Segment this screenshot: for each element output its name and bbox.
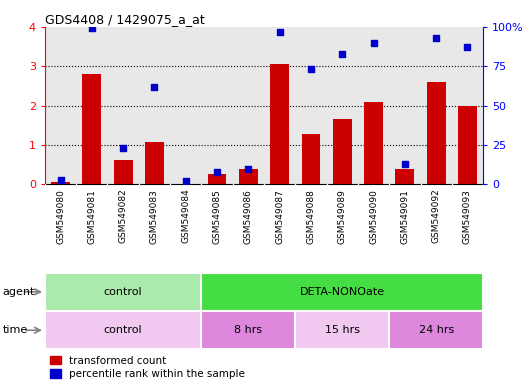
Text: GSM549085: GSM549085 — [213, 189, 222, 243]
Text: GSM549090: GSM549090 — [369, 189, 378, 243]
Bar — [458, 106, 477, 184]
Text: GSM549087: GSM549087 — [275, 189, 284, 243]
Text: GSM549089: GSM549089 — [338, 189, 347, 243]
Text: control: control — [104, 325, 143, 335]
Point — [244, 166, 252, 172]
Bar — [295, 311, 389, 349]
Bar — [45, 311, 201, 349]
Point — [56, 177, 65, 183]
Text: agent: agent — [3, 287, 35, 297]
Text: GSM549091: GSM549091 — [400, 189, 409, 243]
Point — [432, 35, 440, 41]
Bar — [201, 273, 483, 311]
Text: GSM549082: GSM549082 — [119, 189, 128, 243]
Text: GSM549088: GSM549088 — [306, 189, 315, 243]
Point — [88, 25, 96, 31]
Bar — [364, 103, 383, 184]
Text: GSM549081: GSM549081 — [87, 189, 96, 243]
Bar — [45, 273, 201, 311]
Point — [338, 51, 346, 57]
Legend: transformed count, percentile rank within the sample: transformed count, percentile rank withi… — [50, 356, 244, 379]
Bar — [389, 311, 483, 349]
Bar — [301, 134, 320, 184]
Text: time: time — [3, 325, 28, 335]
Point — [276, 28, 284, 35]
Text: GSM549084: GSM549084 — [181, 189, 190, 243]
Text: 15 hrs: 15 hrs — [325, 325, 360, 335]
Point — [370, 40, 378, 46]
Point — [307, 66, 315, 73]
Text: GSM549093: GSM549093 — [463, 189, 472, 243]
Text: 8 hrs: 8 hrs — [234, 325, 262, 335]
Bar — [239, 169, 258, 184]
Text: GDS4408 / 1429075_a_at: GDS4408 / 1429075_a_at — [45, 13, 205, 26]
Point — [119, 145, 127, 151]
Text: GSM549086: GSM549086 — [244, 189, 253, 243]
Bar — [427, 82, 446, 184]
Text: 24 hrs: 24 hrs — [419, 325, 454, 335]
Bar — [201, 311, 295, 349]
Text: control: control — [104, 287, 143, 297]
Point — [182, 178, 190, 184]
Point — [213, 169, 221, 175]
Bar — [51, 182, 70, 184]
Text: GSM549080: GSM549080 — [56, 189, 65, 243]
Point — [463, 44, 472, 50]
Bar — [395, 169, 414, 184]
Point — [150, 84, 158, 90]
Point — [401, 161, 409, 167]
Bar — [82, 74, 101, 184]
Bar — [270, 64, 289, 184]
Bar — [145, 142, 164, 184]
Bar — [333, 119, 352, 184]
Text: GSM549083: GSM549083 — [150, 189, 159, 243]
Bar — [208, 174, 227, 184]
Text: DETA-NONOate: DETA-NONOate — [300, 287, 385, 297]
Bar — [114, 160, 133, 184]
Text: GSM549092: GSM549092 — [432, 189, 441, 243]
